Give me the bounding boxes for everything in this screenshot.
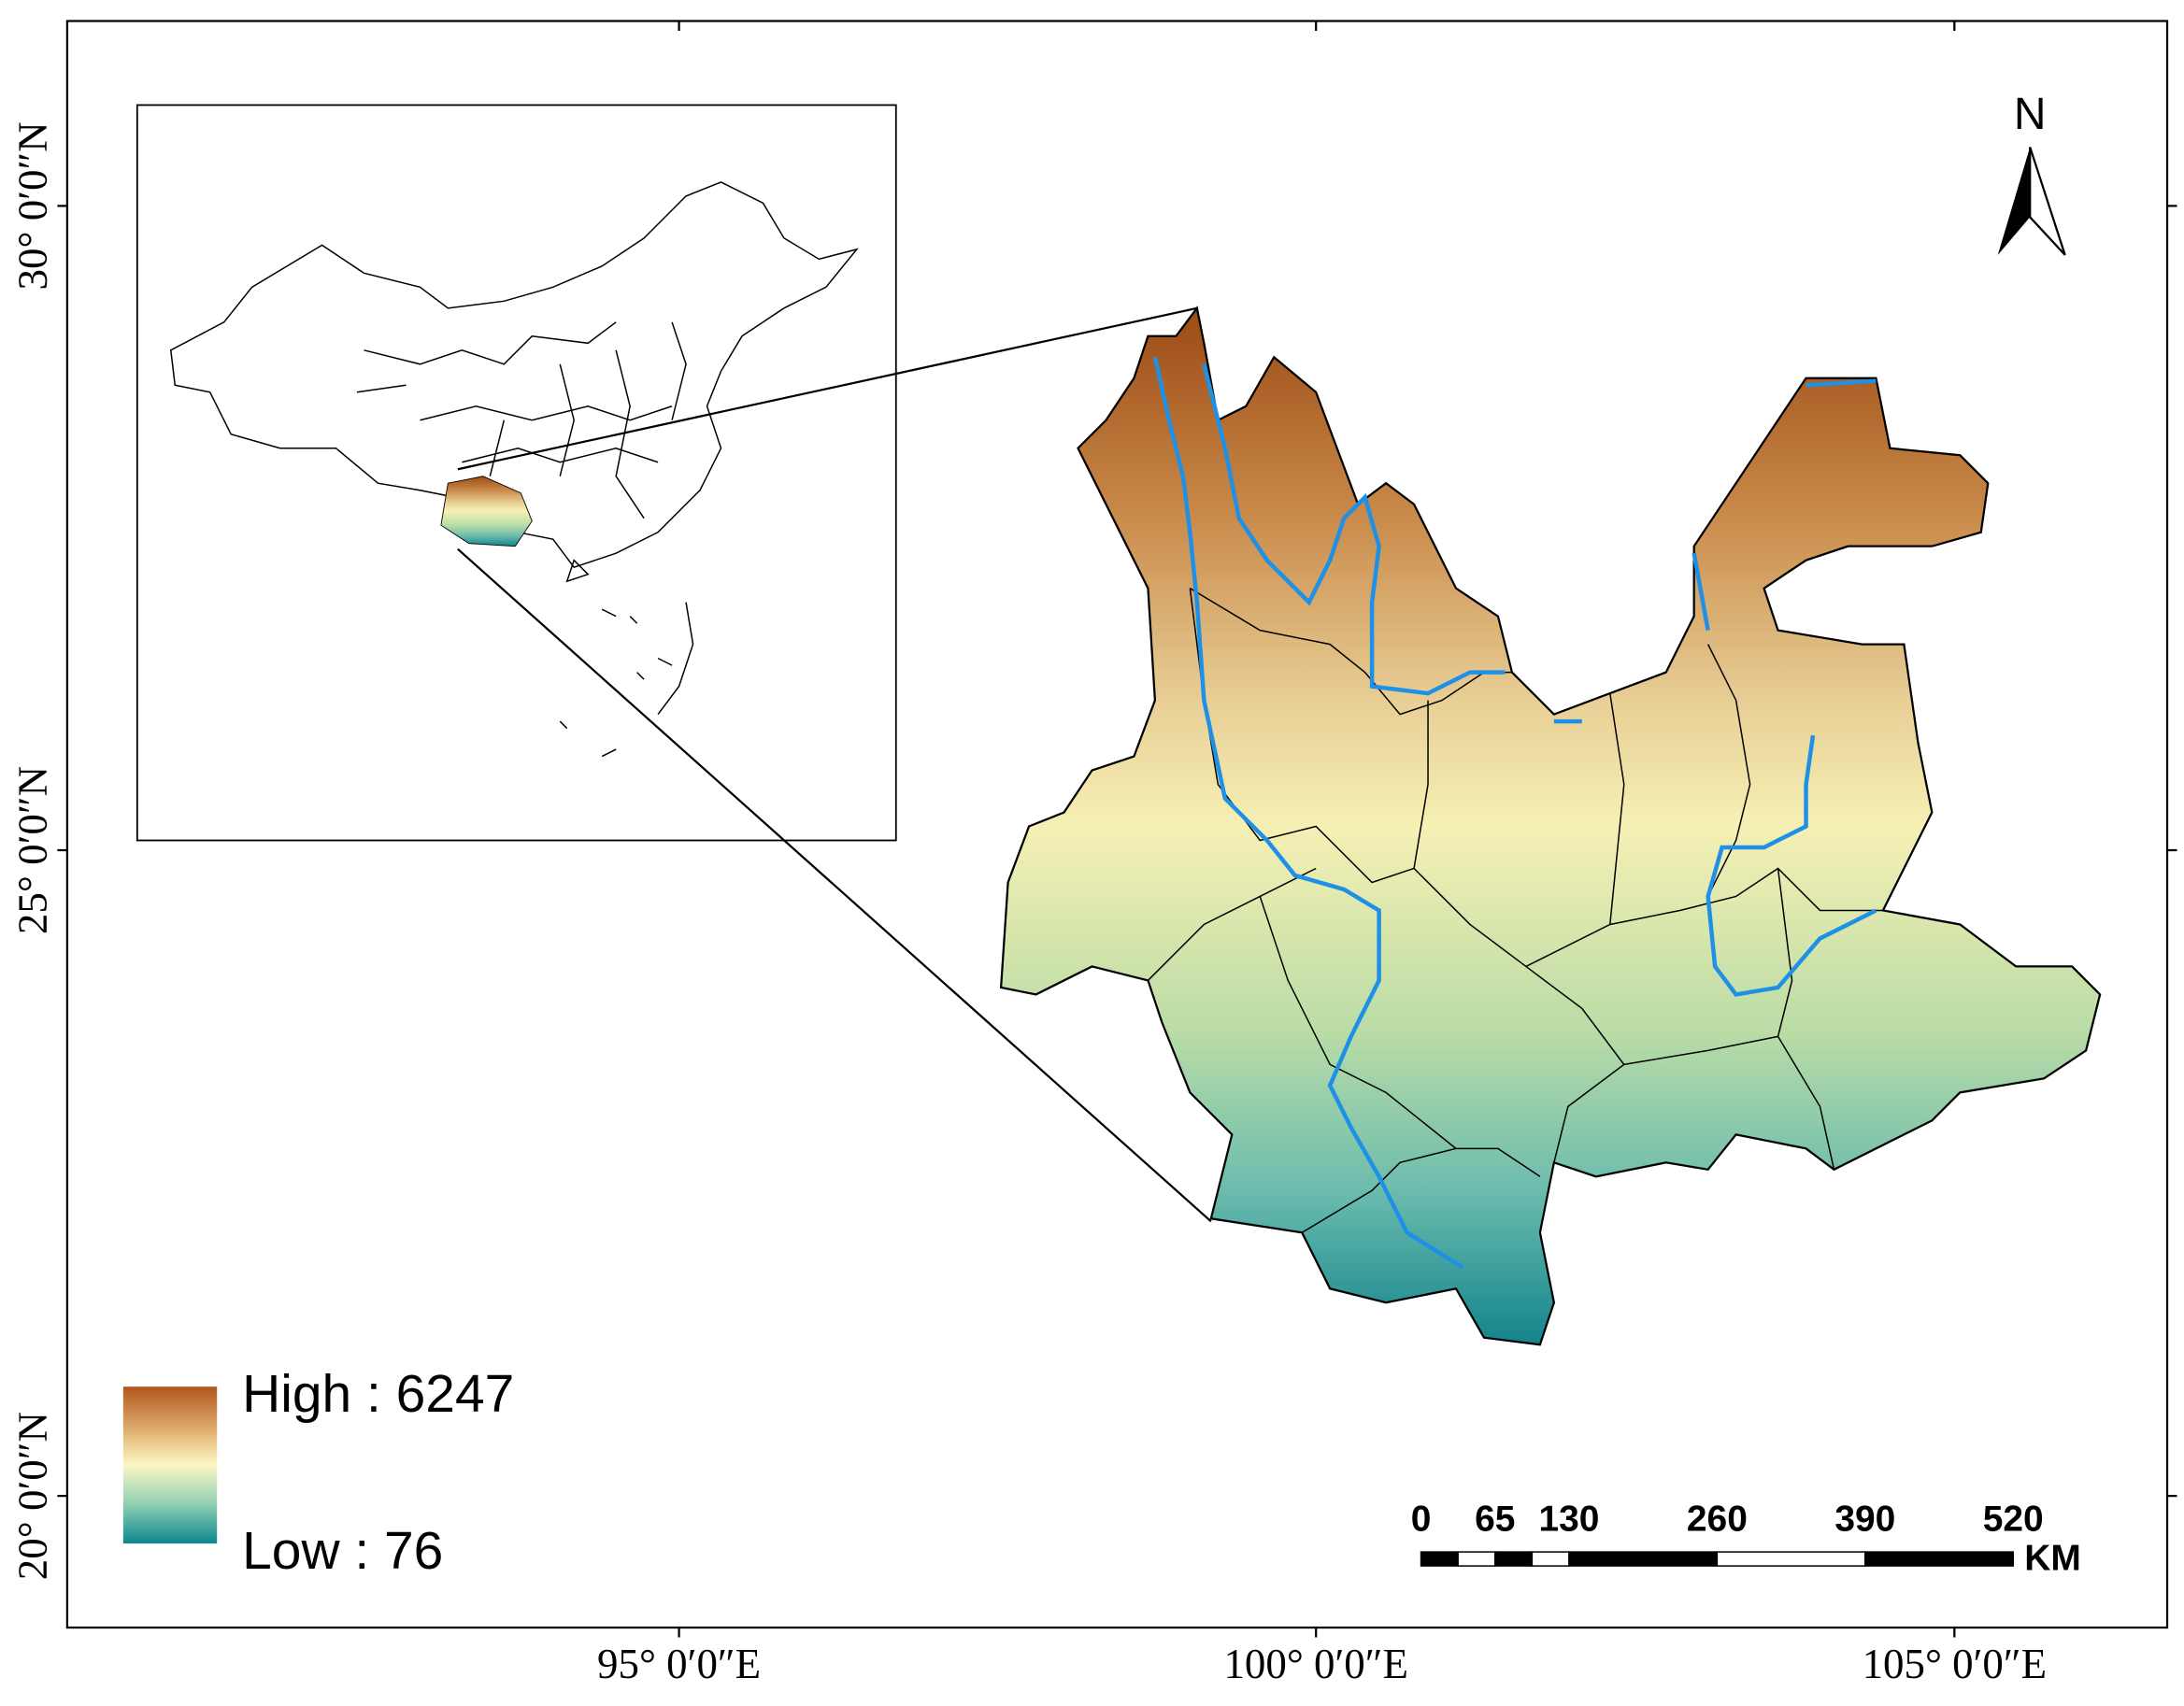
- scale-segment: [1420, 1551, 1459, 1567]
- map-frame: [65, 20, 2169, 1629]
- lon-label: 105° 0′0″E: [1863, 1641, 2047, 1687]
- legend-high: High : 6247: [242, 1364, 514, 1424]
- prefecture-borders: [1147, 588, 1883, 1233]
- zoom-line: [457, 547, 1212, 1223]
- scale-label: 520: [1983, 1500, 2044, 1540]
- scale-segment: [1457, 1551, 1496, 1567]
- scale-segment: [1716, 1551, 1866, 1567]
- yunnan-elevation: [999, 306, 2102, 1346]
- inset-yunnan: [440, 476, 533, 547]
- scale-label: 65: [1475, 1500, 1515, 1540]
- scale-segment: [1494, 1551, 1534, 1567]
- zoom-line: [457, 306, 1198, 471]
- inset-china: [169, 181, 859, 758]
- lat-label: 20° 0′0″N: [8, 1412, 55, 1580]
- scale-label: 130: [1538, 1500, 1599, 1540]
- scale-segment: [1568, 1551, 1719, 1567]
- rivers: [1152, 356, 1877, 1270]
- lon-label: 95° 0′0″E: [597, 1641, 761, 1687]
- lat-label: 25° 0′0″N: [8, 766, 55, 934]
- legend-ramp: [122, 1386, 218, 1544]
- scale-segment: [1864, 1551, 2014, 1567]
- north-label: N: [2014, 90, 2047, 139]
- scale-label: 0: [1411, 1500, 1432, 1540]
- scale-label: 390: [1834, 1500, 1895, 1540]
- legend-low: Low : 76: [242, 1521, 443, 1581]
- graticule-ticks: [57, 21, 2177, 1638]
- north-arrow: N: [1997, 90, 2066, 256]
- inset-frame: [136, 104, 897, 842]
- scale-label: 260: [1687, 1500, 1748, 1540]
- scale-unit: KM: [2024, 1539, 2081, 1579]
- lon-label: 100° 0′0″E: [1223, 1641, 1407, 1687]
- lat-label: 30° 0′0″N: [8, 121, 55, 290]
- scale-segment: [1531, 1551, 1570, 1567]
